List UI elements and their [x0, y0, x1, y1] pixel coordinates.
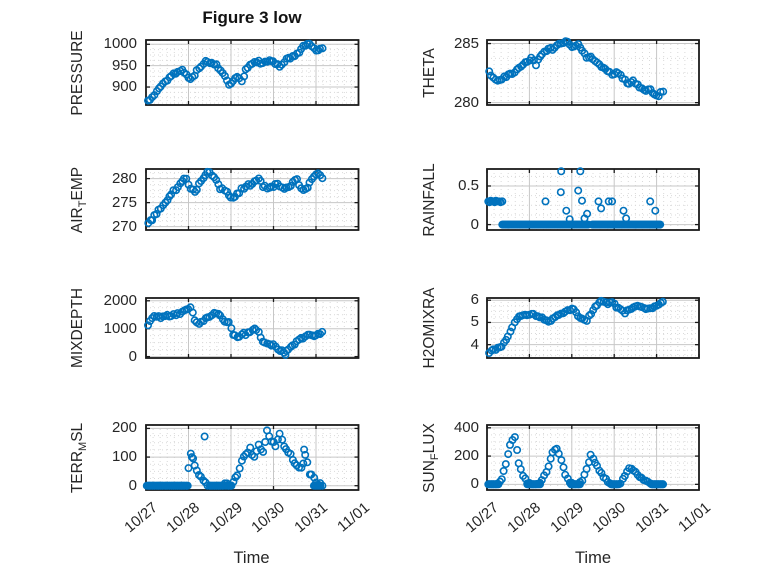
axis-box [144, 168, 359, 231]
y-tick-label-mixdepth: 1000 [103, 319, 137, 337]
y-tick-label-rainfall: 0 [470, 215, 479, 233]
y-axis-label-text: TERR [69, 450, 86, 493]
y-tick-label-terr_msl: 0 [128, 476, 137, 494]
y-tick-label-theta: 285 [453, 34, 479, 52]
y-tick-label-pressure: 950 [111, 56, 137, 74]
y-tick-label-mixdepth: 0 [128, 347, 137, 365]
data-points [484, 433, 668, 489]
axis-box [486, 297, 700, 359]
y-tick-label-h2omixra: 6 [470, 291, 479, 309]
y-tick-label-h2omixra: 4 [470, 335, 479, 353]
y-axis-label-terr_msl: TERRMSL [67, 373, 89, 543]
y-tick-label-mixdepth: 2000 [103, 291, 137, 309]
data-points [484, 167, 665, 229]
y-tick-label-pressure: 1000 [103, 35, 137, 53]
subplot-h2omixra [485, 296, 700, 359]
figure-title: Figure 3 low [202, 8, 302, 27]
y-tick-label-sun_flux: 200 [453, 447, 479, 465]
subplot-terr_msl [142, 424, 359, 491]
y-tick-label-air_temp: 280 [111, 169, 137, 187]
y-tick-label-theta: 280 [453, 93, 479, 111]
minor-grid [487, 169, 699, 230]
subplot-mixdepth [143, 297, 359, 359]
major-grid [145, 40, 358, 105]
subplot-air_temp [143, 167, 359, 231]
y-axis-label-text: AIR [69, 206, 86, 233]
y-tick-label-sun_flux: 400 [453, 418, 479, 436]
y-tick-label-air_temp: 275 [111, 193, 137, 211]
y-tick-label-terr_msl: 200 [111, 419, 137, 437]
y-axis-label-text: MIXDEPTH [69, 287, 86, 369]
data-points [143, 39, 327, 105]
axis-box [144, 424, 359, 491]
y-tick-label-terr_msl: 100 [111, 448, 137, 466]
data-points [142, 426, 326, 490]
x-axis-label-right: Time [574, 549, 612, 567]
subplot-sun_flux [484, 424, 700, 491]
y-axis-label-text: THETA [421, 47, 438, 98]
axis-box [486, 424, 700, 491]
y-axis-label-text: EMP [69, 166, 86, 201]
subplot-rainfall [484, 167, 700, 231]
x-axis-label-left: Time [233, 549, 270, 567]
subplot-pressure [143, 39, 359, 106]
y-axis-label-subscript: T [77, 200, 90, 207]
axis-box [486, 39, 700, 106]
axis-box [144, 39, 359, 106]
y-axis-label-text: SL [69, 422, 86, 442]
y-tick-label-air_temp: 270 [111, 217, 137, 235]
data-points [143, 303, 326, 359]
y-tick-label-pressure: 900 [111, 78, 137, 96]
y-axis-label-text: PRESSURE [69, 29, 86, 116]
data-points [485, 37, 668, 101]
data-points [485, 296, 667, 357]
data-points [143, 167, 326, 228]
y-axis-label-subscript: M [77, 441, 90, 451]
subplot-theta [485, 37, 700, 106]
y-tick-label-sun_flux: 0 [470, 475, 479, 493]
y-tick-label-h2omixra: 5 [470, 313, 479, 331]
y-tick-label-rainfall: 0.5 [458, 176, 479, 194]
